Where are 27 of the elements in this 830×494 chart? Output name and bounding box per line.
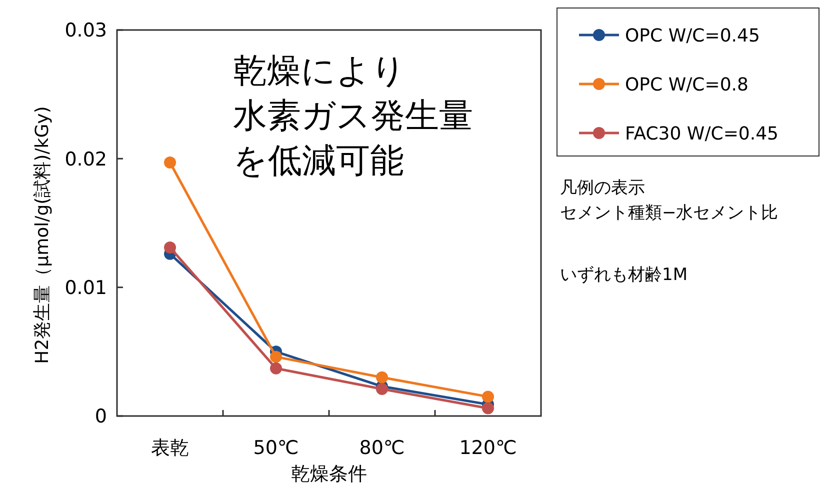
text: 凡例の表示 (560, 178, 645, 198)
text: いずれも材齢1M (560, 265, 688, 285)
x-tick-label: 50℃ (253, 437, 299, 459)
point (482, 402, 494, 414)
x-tick-label: 表乾 (151, 437, 189, 459)
x-axis-title: 乾燥条件 (291, 463, 367, 485)
x-tick-label: 120℃ (459, 437, 517, 459)
y-tick-label: 0.01 (64, 276, 107, 299)
point (376, 382, 388, 395)
point (270, 362, 282, 374)
y-tick-label: 0 (94, 406, 107, 428)
point (482, 390, 494, 403)
y-tick-label: 0.02 (64, 148, 107, 170)
legend-label: OPC W/C=0.8 (625, 74, 748, 96)
point (164, 241, 176, 254)
point (270, 350, 282, 363)
annotation: を低減可能 (233, 141, 404, 181)
y-tick-label: 0.03 (64, 20, 107, 42)
annotation: 水素ガス発生量 (233, 96, 473, 136)
x-tick-label: 80℃ (359, 437, 405, 459)
text: セメント種類−水セメント比 (560, 203, 778, 223)
legend-label: FAC30 W/C=0.45 (625, 123, 778, 144)
y-axis-title: H2発生量（μmol/g(試料)/kGy) (32, 106, 53, 364)
point (376, 371, 388, 384)
point (164, 156, 176, 169)
legend-label: OPC W/C=0.45 (625, 25, 760, 46)
annotation: 乾燥により (233, 51, 406, 91)
